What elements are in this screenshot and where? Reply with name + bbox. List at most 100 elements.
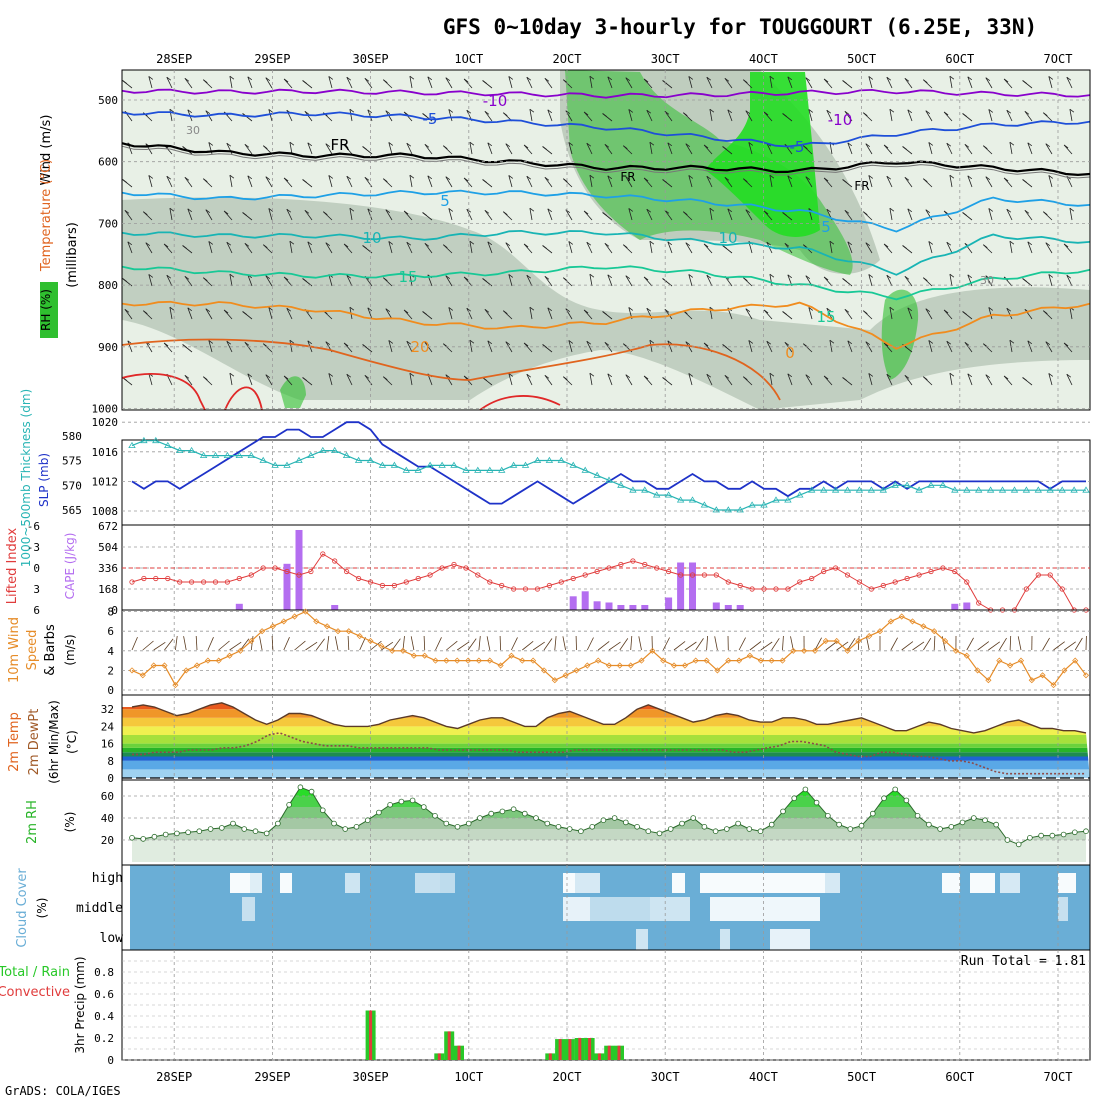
wind10m-marker (519, 657, 526, 664)
wind-barb (1063, 243, 1073, 254)
rh2m-marker (477, 815, 483, 821)
wind10m-marker (887, 618, 894, 625)
wind10m-marker (681, 662, 688, 669)
wind-barb (649, 142, 653, 155)
wind-barb-flag (988, 109, 994, 113)
wind-barb-flag (346, 274, 352, 279)
wind-barb-flag (743, 277, 748, 282)
wind-barb (607, 373, 613, 386)
wind-barb-flag (823, 276, 829, 281)
wind10m-barb (554, 636, 557, 651)
wind-barb-flag (565, 308, 571, 313)
wind-barb (985, 275, 993, 287)
wind10m-marker (833, 637, 840, 645)
contour-label: 5 (440, 192, 450, 210)
wind-barb-flag (662, 377, 667, 381)
wind-barb-flag (388, 340, 394, 344)
wind-barb-flag (422, 212, 427, 216)
wind-barb-flag (229, 174, 235, 179)
wind-barb-flag (469, 240, 475, 245)
wind-barb-flag (667, 142, 673, 147)
wind-barb-flag (868, 373, 874, 377)
rh2m-marker (667, 826, 674, 832)
wind-barb-flag (823, 78, 829, 83)
rh2m-marker (1083, 828, 1089, 834)
wind-barb-flag (328, 76, 334, 80)
rh2m-marker (993, 821, 999, 828)
wind-barb-flag (568, 340, 574, 344)
wind-barb-flag (406, 241, 412, 246)
rh2m-marker (151, 833, 158, 840)
lifted-index-marker (665, 568, 672, 575)
wind-barb-flag (983, 244, 988, 249)
wind-barb-flag (469, 141, 475, 146)
wind-barb-flag (505, 341, 511, 346)
wind-barb (385, 308, 393, 320)
wind-barb-flag (482, 278, 487, 282)
wind-barb-flag (445, 275, 451, 280)
thickness-marker (402, 466, 411, 473)
wind-barb (406, 143, 413, 155)
wind-barb-flag (244, 242, 250, 247)
thickness-marker (521, 461, 530, 468)
wind10m-barb (153, 641, 166, 651)
rh2m-marker (701, 823, 708, 830)
lifted-index-marker (904, 575, 910, 582)
wind-barb (526, 176, 533, 188)
wind-barb-flag (343, 342, 349, 347)
contour-label: 5 (821, 218, 831, 236)
wind10m-barb (511, 637, 518, 651)
rh2m-marker (219, 825, 225, 831)
wind-barb-flag (763, 309, 769, 314)
cloud-block (710, 897, 820, 921)
wind-barb-flag (748, 142, 754, 146)
wind-barb (1069, 307, 1073, 320)
precip-convective-bar (617, 1045, 621, 1060)
wind-barb (265, 176, 273, 188)
wind-barb-flag (283, 276, 289, 281)
wind-barb (646, 110, 653, 122)
wind-barb-flag (184, 77, 190, 82)
wind-barb-flag (145, 242, 151, 247)
wind10m-barb (814, 637, 822, 651)
wind-barb-flag (607, 76, 613, 81)
lifted-index-marker (201, 579, 207, 585)
wind-barb-flag (364, 176, 370, 181)
wind-barb-flag (122, 80, 127, 84)
wind10m-barb (543, 638, 553, 651)
wind10m-marker (237, 647, 244, 654)
thickness-marker (867, 486, 876, 493)
wind-barb (643, 78, 653, 89)
wind-barb-flag (722, 344, 727, 348)
upper-air-wind-label: Wind (m/s) (39, 115, 54, 186)
wind-barb-flag (1022, 377, 1027, 381)
wind-barb-flag (949, 273, 955, 278)
cape-bar (712, 602, 720, 610)
wind-barb-flag (508, 175, 514, 179)
wind-barb-flag (568, 142, 574, 146)
wind-barb (547, 307, 553, 320)
wind-barb-flag (484, 209, 490, 214)
contour-label: -10 (483, 92, 508, 110)
wind-barb-flag (949, 174, 955, 179)
lifted-index-marker (797, 579, 803, 585)
rh-band (132, 840, 1086, 862)
wind10m-marker (1082, 672, 1090, 679)
wind10m-barb (522, 640, 534, 651)
wind10m-barb (347, 635, 350, 651)
rh2m-marker (589, 823, 595, 830)
wind-barb-flag (1048, 274, 1054, 278)
wind-barb-flag (586, 340, 592, 345)
wind-barb-flag (923, 277, 928, 282)
wind-barb (985, 176, 993, 188)
thickness-marker (533, 456, 542, 463)
wind-barb (928, 340, 933, 353)
wind-barb (706, 176, 713, 188)
thickness-line (131, 440, 1086, 511)
wind-barb (964, 243, 973, 254)
wind-barb (409, 175, 413, 188)
wind-barb (283, 276, 293, 287)
wind-barb (484, 309, 493, 320)
wind-barb-flag (649, 339, 655, 344)
wind10m-barb (738, 637, 746, 651)
